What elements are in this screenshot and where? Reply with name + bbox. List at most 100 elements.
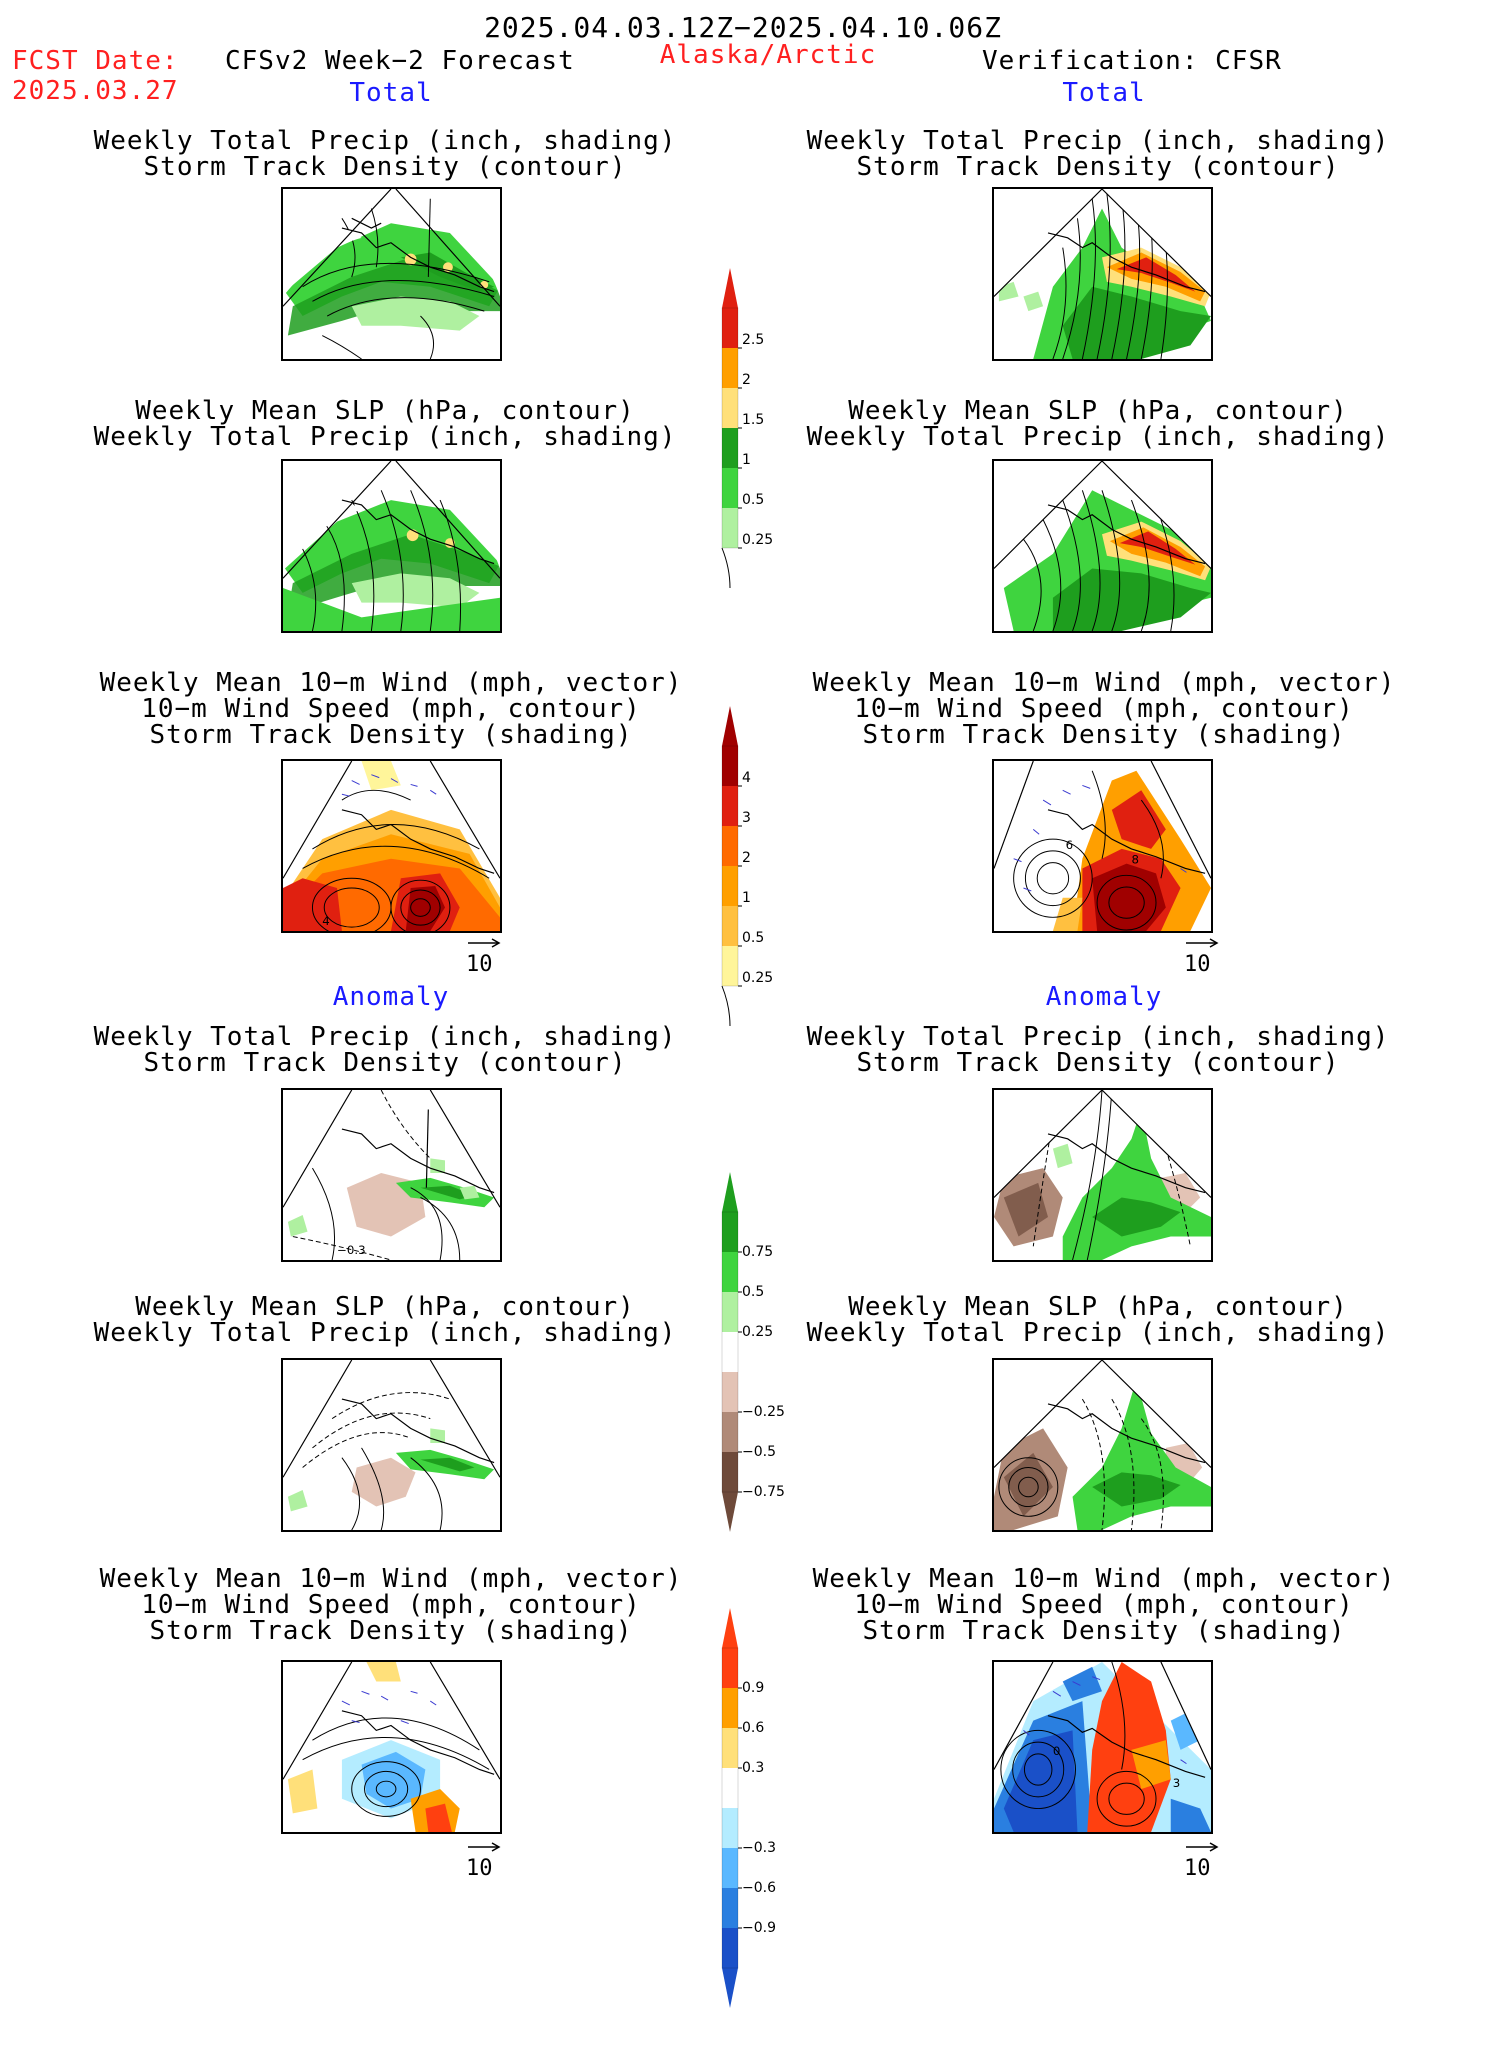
colorbar-tick-label: 0.5 <box>742 1284 764 1300</box>
colorbar-bottom-tail <box>721 547 731 589</box>
colorbar-cell <box>722 746 738 786</box>
colorbar-tick-label: 4 <box>742 770 751 786</box>
map-anom-wind-track-forecast <box>281 1660 502 1834</box>
title-r6-left-2: 10−m Wind Speed (mph, contour) <box>141 1590 641 1620</box>
colorbar-cell <box>722 1212 738 1252</box>
vector-reference-r3-left: 10 <box>466 938 501 977</box>
title-r1-left-1: Weekly Total Precip (inch, shading) <box>93 126 677 156</box>
map-total-wind-track-verification: 6 8 <box>992 759 1213 933</box>
title-r5-left-2: Weekly Total Precip (inch, shading) <box>93 1318 677 1348</box>
colorbar-tick-label: 0.75 <box>742 1244 773 1260</box>
colorbar-tick-label: −0.25 <box>742 1404 785 1420</box>
title-r6-left-1: Weekly Mean 10−m Wind (mph, vector) <box>99 1564 683 1594</box>
title-r5-left-1: Weekly Mean SLP (hPa, contour) <box>135 1292 635 1322</box>
title-r2-left-2: Weekly Total Precip (inch, shading) <box>93 422 677 452</box>
vector-reference-r3-right: 10 <box>1184 938 1219 977</box>
colorbar-top-arrow <box>722 706 738 746</box>
fcst-date-value: 2025.03.27 <box>12 76 179 106</box>
contour-label-total-right-b: 8 <box>1131 853 1139 867</box>
fcst-date-label: FCST Date: <box>12 46 179 76</box>
colorbar-tick-label: 0.6 <box>742 1720 764 1736</box>
colorbar-outline <box>721 745 739 987</box>
map-anom-precip-track-forecast: −0.3 <box>281 1088 502 1262</box>
colorbar-tick-label: −0.5 <box>742 1444 776 1460</box>
vector-reference-r6-right: 10 <box>1184 1842 1219 1881</box>
title-r6-right-1: Weekly Mean 10−m Wind (mph, vector) <box>812 1564 1396 1594</box>
arrow-right-icon <box>1186 1842 1219 1852</box>
colorbar-tick-label: 1 <box>742 452 751 468</box>
colorbar-cell <box>722 786 738 826</box>
map-total-precip-track-forecast <box>281 187 502 361</box>
colorbar-precip-anomaly: 0.75 0.5 0.25 −0.25 −0.5 −0.75 <box>721 1172 802 1576</box>
colorbar-top-arrow <box>722 1172 738 1212</box>
map-anom-slp-precip-verification <box>992 1358 1213 1532</box>
colorbar-tick-label: 0.3 <box>742 1760 764 1776</box>
contour-label-total-left: 4 <box>322 914 330 928</box>
colorbar-cell <box>722 866 738 906</box>
colorbar-track-density-anomaly: 0.9 0.6 0.3 −0.3 −0.6 −0.9 <box>721 1608 802 2052</box>
contour-label-anom-right-b: 3 <box>1173 1776 1181 1790</box>
title-r3-left-1: Weekly Mean 10−m Wind (mph, vector) <box>99 668 683 698</box>
colorbar-tick-label: −0.3 <box>742 1840 776 1856</box>
colorbar-tick-label: 2.5 <box>742 332 764 348</box>
arrow-right-icon <box>468 1842 501 1852</box>
title-r4-right-1: Weekly Total Precip (inch, shading) <box>806 1022 1390 1052</box>
colorbar-tick-label: 0.25 <box>742 1324 773 1340</box>
colorbar-cell <box>722 1252 738 1292</box>
colorbar-top-arrow <box>722 268 738 308</box>
colorbar-cell <box>722 1292 738 1332</box>
colorbar-tick-label: −0.6 <box>742 1880 776 1896</box>
title-r6-right-3: Storm Track Density (shading) <box>862 1616 1346 1646</box>
colorbar-tick-label: −0.9 <box>742 1920 776 1936</box>
section-total-right: Total <box>1062 78 1146 108</box>
region-title: Alaska/Arctic <box>659 40 877 70</box>
contour-label-anom-right-a: 0 <box>1053 1744 1061 1758</box>
colorbar-cell <box>722 1808 738 1848</box>
section-total-left: Total <box>349 78 433 108</box>
section-anomaly-left: Anomaly <box>332 982 450 1012</box>
colorbar-tick-label: 1.5 <box>742 412 764 428</box>
colorbar-tick-label: −0.75 <box>742 1484 785 1500</box>
title-r2-right-1: Weekly Mean SLP (hPa, contour) <box>848 396 1348 426</box>
title-r2-right-2: Weekly Total Precip (inch, shading) <box>806 422 1390 452</box>
colorbar-tick-label: 2 <box>742 850 751 866</box>
title-r6-right-2: 10−m Wind Speed (mph, contour) <box>854 1590 1354 1620</box>
map-total-precip-track-verification <box>992 187 1213 361</box>
colorbar-cell <box>722 1928 738 1968</box>
arrow-right-icon <box>1186 938 1219 948</box>
colorbar-precip-total: 2.5 2 1.5 1 0.5 0.25 <box>721 268 802 592</box>
title-r1-right-1: Weekly Total Precip (inch, shading) <box>806 126 1390 156</box>
model-title: CFSv2 Week−2 Forecast <box>225 46 575 76</box>
colorbar-tick-label: 1 <box>742 890 751 906</box>
colorbar-cell <box>722 1888 738 1928</box>
title-r3-right-2: 10−m Wind Speed (mph, contour) <box>854 694 1354 724</box>
map-anom-precip-track-verification <box>992 1088 1213 1262</box>
title-r4-left-2: Storm Track Density (contour) <box>143 1048 627 1078</box>
colorbar-cell <box>722 508 738 548</box>
colorbar-bottom-arrow <box>722 1492 738 1532</box>
colorbar-cell <box>722 468 738 508</box>
colorbar-cell <box>722 1768 738 1808</box>
contour-label-anom-left: −0.3 <box>337 1243 366 1257</box>
title-r5-right-2: Weekly Total Precip (inch, shading) <box>806 1318 1390 1348</box>
colorbar-outline <box>721 1211 739 1493</box>
title-r3-left-2: 10−m Wind Speed (mph, contour) <box>141 694 641 724</box>
colorbar-tick-label: 0.5 <box>742 492 764 508</box>
colorbar-tick-label: 3 <box>742 810 751 826</box>
colorbar-cell <box>722 826 738 866</box>
title-r1-left-2: Storm Track Density (contour) <box>143 152 627 182</box>
colorbar-cell <box>722 1688 738 1728</box>
title-r6-left-3: Storm Track Density (shading) <box>149 1616 633 1646</box>
vector-reference-r6-left: 10 <box>466 1842 501 1881</box>
section-anomaly-right: Anomaly <box>1045 982 1163 1012</box>
colorbar-bottom-arrow <box>722 1968 738 2008</box>
title-r3-left-3: Storm Track Density (shading) <box>149 720 633 750</box>
colorbar-bottom-tail <box>721 985 731 1027</box>
colorbar-cell <box>722 1848 738 1888</box>
colorbar-tick-label: 0.25 <box>742 532 773 548</box>
colorbar-tick-label: 0.9 <box>742 1680 764 1696</box>
map-total-slp-precip-forecast <box>281 459 502 633</box>
title-r5-right-1: Weekly Mean SLP (hPa, contour) <box>848 1292 1348 1322</box>
verification-title: Verification: CFSR <box>982 46 1282 76</box>
title-r3-right-1: Weekly Mean 10−m Wind (mph, vector) <box>812 668 1396 698</box>
